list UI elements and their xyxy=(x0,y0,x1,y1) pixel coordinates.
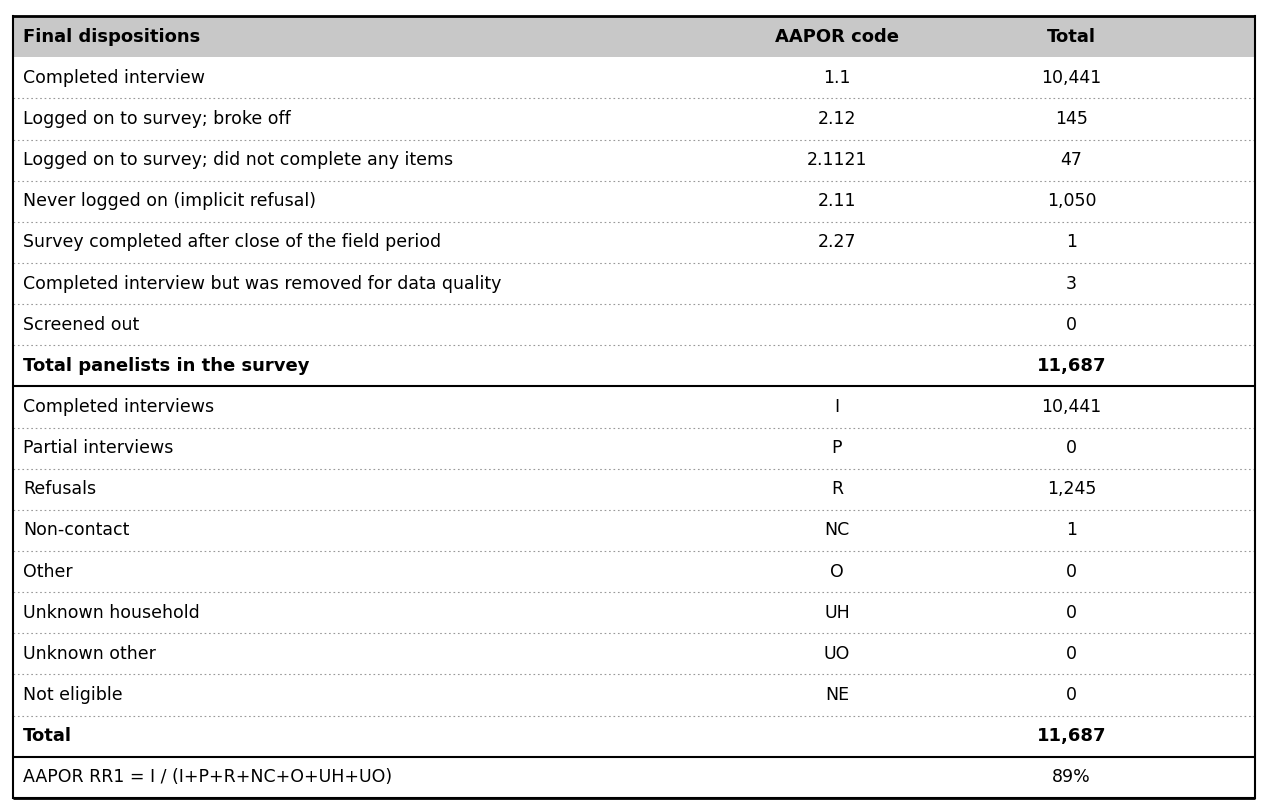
Text: Logged on to survey; broke off: Logged on to survey; broke off xyxy=(23,110,290,128)
Text: AAPOR code: AAPOR code xyxy=(775,27,899,46)
Text: Completed interviews: Completed interviews xyxy=(23,398,214,416)
Text: P: P xyxy=(832,439,842,457)
Text: 1,050: 1,050 xyxy=(1046,193,1097,210)
Text: Not eligible: Not eligible xyxy=(23,686,123,704)
Bar xyxy=(13,386,1255,428)
Text: 1,245: 1,245 xyxy=(1047,480,1096,498)
Text: 0: 0 xyxy=(1066,604,1077,621)
Text: 47: 47 xyxy=(1060,152,1083,169)
Text: 1: 1 xyxy=(1066,521,1077,539)
Bar xyxy=(13,510,1255,551)
Text: Logged on to survey; did not complete any items: Logged on to survey; did not complete an… xyxy=(23,152,453,169)
Text: Screened out: Screened out xyxy=(23,316,139,334)
Text: UH: UH xyxy=(824,604,850,621)
Text: 0: 0 xyxy=(1066,645,1077,663)
Text: Survey completed after close of the field period: Survey completed after close of the fiel… xyxy=(23,234,441,251)
Text: Final dispositions: Final dispositions xyxy=(23,27,200,46)
Bar xyxy=(13,222,1255,263)
Text: 0: 0 xyxy=(1066,316,1077,334)
Text: I: I xyxy=(834,398,839,416)
Bar xyxy=(13,757,1255,798)
Text: 89%: 89% xyxy=(1052,768,1090,787)
Text: NC: NC xyxy=(824,521,850,539)
Text: AAPOR RR1 = I / (I+P+R+NC+O+UH+UO): AAPOR RR1 = I / (I+P+R+NC+O+UH+UO) xyxy=(23,768,392,787)
Text: 11,687: 11,687 xyxy=(1037,357,1106,375)
Text: Partial interviews: Partial interviews xyxy=(23,439,174,457)
Text: Completed interview but was removed for data quality: Completed interview but was removed for … xyxy=(23,275,501,293)
Bar xyxy=(13,263,1255,304)
Text: R: R xyxy=(831,480,843,498)
Text: 2.12: 2.12 xyxy=(818,110,856,128)
Text: Other: Other xyxy=(23,563,72,580)
Text: Total: Total xyxy=(1047,27,1096,46)
Bar xyxy=(13,716,1255,757)
Text: 2.27: 2.27 xyxy=(818,234,856,251)
Bar xyxy=(13,304,1255,345)
Text: 10,441: 10,441 xyxy=(1041,398,1102,416)
Bar xyxy=(13,181,1255,222)
Text: 0: 0 xyxy=(1066,439,1077,457)
Text: Total: Total xyxy=(23,727,72,746)
Text: O: O xyxy=(831,563,843,580)
Text: Non-contact: Non-contact xyxy=(23,521,129,539)
Text: Unknown household: Unknown household xyxy=(23,604,199,621)
Text: 0: 0 xyxy=(1066,563,1077,580)
Text: Never logged on (implicit refusal): Never logged on (implicit refusal) xyxy=(23,193,316,210)
Text: 0: 0 xyxy=(1066,686,1077,704)
Text: 1: 1 xyxy=(1066,234,1077,251)
Text: 1.1: 1.1 xyxy=(823,69,851,87)
Bar xyxy=(13,98,1255,139)
Bar xyxy=(13,551,1255,592)
Text: NE: NE xyxy=(824,686,850,704)
Text: Completed interview: Completed interview xyxy=(23,69,205,87)
Text: 145: 145 xyxy=(1055,110,1088,128)
Bar xyxy=(13,469,1255,510)
Text: Refusals: Refusals xyxy=(23,480,96,498)
Text: 11,687: 11,687 xyxy=(1037,727,1106,746)
Bar xyxy=(13,57,1255,98)
Bar xyxy=(13,139,1255,181)
Text: 2.11: 2.11 xyxy=(818,193,856,210)
Text: 3: 3 xyxy=(1066,275,1077,293)
Bar xyxy=(13,16,1255,57)
Text: Total panelists in the survey: Total panelists in the survey xyxy=(23,357,309,375)
Bar xyxy=(13,592,1255,634)
Text: 2.1121: 2.1121 xyxy=(806,152,867,169)
Text: UO: UO xyxy=(824,645,850,663)
Bar xyxy=(13,428,1255,469)
Bar xyxy=(13,634,1255,675)
Text: 10,441: 10,441 xyxy=(1041,69,1102,87)
Text: Unknown other: Unknown other xyxy=(23,645,156,663)
Bar xyxy=(13,345,1255,386)
Bar xyxy=(13,675,1255,716)
